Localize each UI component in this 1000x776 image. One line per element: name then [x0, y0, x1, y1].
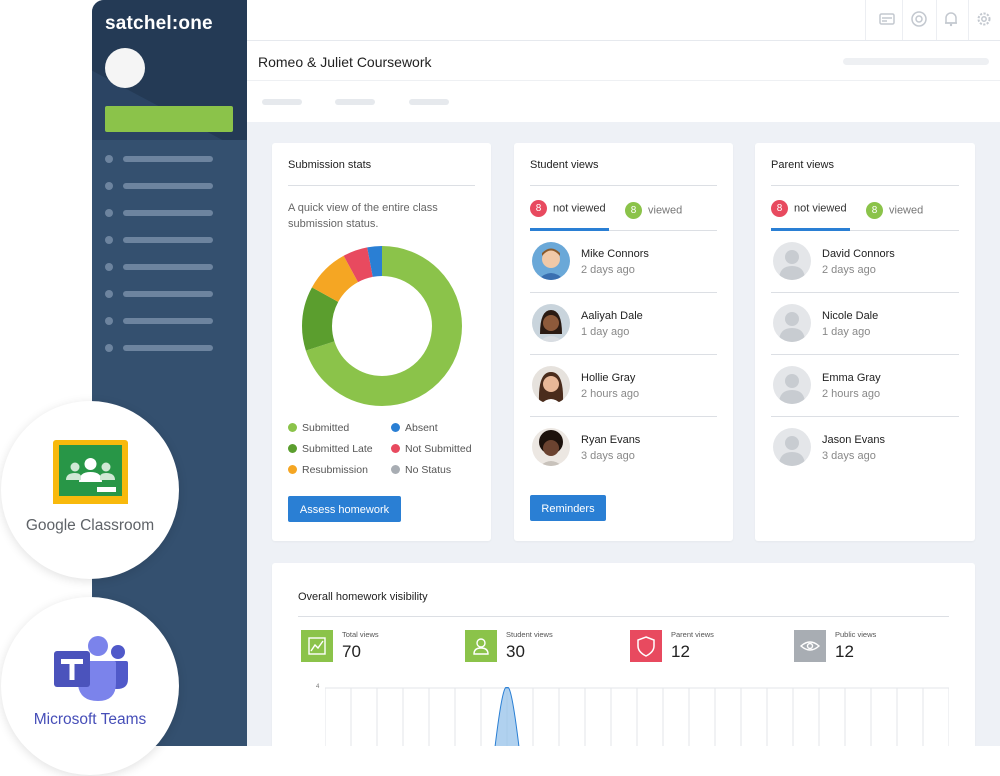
tab-not-viewed[interactable]: 8 not viewed	[771, 200, 847, 217]
sidebar-item[interactable]	[105, 182, 215, 190]
visibility-card: Overall homework visibility Total views …	[272, 563, 975, 746]
card-icon[interactable]	[877, 10, 897, 30]
google-classroom-badge: Google Classroom	[1, 401, 179, 579]
card-title: Overall homework visibility	[298, 591, 428, 603]
user-icon	[465, 630, 497, 662]
parent-name: Nicole Dale	[822, 310, 879, 322]
tab-placeholder[interactable]	[409, 99, 449, 105]
student-avatar	[532, 428, 570, 466]
student-avatar	[532, 366, 570, 404]
card-title: Submission stats	[288, 159, 372, 171]
student-name: Mike Connors	[581, 248, 649, 260]
card-title: Student views	[530, 159, 599, 171]
submission-donut-chart	[302, 246, 462, 406]
student-avatar	[532, 304, 570, 342]
app-window: satchel:one	[92, 0, 1000, 746]
header: Romeo & Juliet Coursework	[247, 0, 1000, 122]
help-icon[interactable]	[909, 10, 929, 30]
parent-time: 1 day ago	[822, 326, 871, 338]
shield-icon	[630, 630, 662, 662]
sidebar-item[interactable]	[105, 344, 215, 352]
y-tick-label: 4	[316, 684, 320, 690]
tab-viewed[interactable]: 8 viewed	[866, 202, 923, 219]
parent-time: 3 days ago	[822, 450, 876, 462]
user-name-placeholder[interactable]	[105, 106, 233, 132]
student-avatar	[532, 242, 570, 280]
user-placeholder-icon	[773, 428, 811, 466]
sidebar-item[interactable]	[105, 155, 215, 163]
card-description: A quick view of the entire class submiss…	[288, 202, 438, 230]
page-title: Romeo & Juliet Coursework	[258, 54, 432, 70]
not-viewed-badge: 8	[771, 200, 788, 217]
student-views-card: Student views 8 not viewed 8 viewed Mike C…	[514, 143, 733, 541]
eye-icon	[794, 630, 826, 662]
donut-slice-submitted-late	[302, 246, 462, 406]
sidebar-item[interactable]	[105, 317, 215, 325]
sidebar-header: satchel:one	[92, 0, 247, 140]
parent-name: Jason Evans	[822, 434, 885, 446]
top-bar	[247, 0, 1000, 41]
bell-icon[interactable]	[941, 10, 961, 30]
legend-item-absent: Absent	[391, 422, 438, 434]
parent-time: 2 days ago	[822, 264, 876, 276]
student-name: Hollie Gray	[581, 372, 636, 384]
tab-not-viewed[interactable]: 8 not viewed	[530, 200, 606, 217]
donut-slice-absent	[302, 246, 462, 406]
user-placeholder-icon	[773, 242, 811, 280]
user-placeholder-icon	[773, 366, 811, 404]
sidebar-item[interactable]	[105, 236, 215, 244]
user-avatar[interactable]	[105, 48, 145, 88]
legend-item-no-status: No Status	[391, 464, 451, 476]
microsoft-teams-logo-icon	[54, 633, 128, 708]
app-logo: satchel:one	[105, 13, 213, 34]
student-time: 1 day ago	[581, 326, 630, 338]
settings-icon[interactable]	[974, 10, 994, 30]
viewed-badge: 8	[625, 202, 642, 219]
parent-views-card: Parent views 8 not viewed 8 viewed David C…	[755, 143, 975, 541]
microsoft-teams-label: Microsoft Teams	[33, 711, 147, 728]
user-placeholder-icon	[773, 304, 811, 342]
microsoft-teams-badge: Microsoft Teams	[1, 597, 179, 775]
sidebar-item[interactable]	[105, 290, 215, 298]
tab-placeholder[interactable]	[335, 99, 375, 105]
assess-homework-button[interactable]: Assess homework	[288, 496, 401, 522]
tab-viewed[interactable]: 8 viewed	[625, 202, 682, 219]
sidebar-item[interactable]	[105, 263, 215, 271]
student-time: 3 days ago	[581, 450, 635, 462]
parent-name: David Connors	[822, 248, 895, 260]
student-time: 2 days ago	[581, 264, 635, 276]
parent-name: Emma Gray	[822, 372, 881, 384]
not-viewed-badge: 8	[530, 200, 547, 217]
student-time: 2 hours ago	[581, 388, 640, 400]
chart-icon	[301, 630, 333, 662]
visibility-line-chart	[325, 687, 949, 746]
legend-item-not-submitted: Not Submitted	[391, 443, 472, 455]
student-name: Aaliyah Dale	[581, 310, 643, 322]
legend-item-submitted-late: Submitted Late	[288, 443, 373, 455]
sidebar-item[interactable]	[105, 209, 215, 217]
submission-stats-card: Submission stats A quick view of the ent…	[272, 143, 491, 541]
tab-placeholder[interactable]	[262, 99, 302, 105]
student-name: Ryan Evans	[581, 434, 641, 446]
reminders-button[interactable]: Reminders	[530, 495, 606, 521]
viewed-badge: 8	[866, 202, 883, 219]
google-classroom-logo-icon	[53, 440, 128, 509]
card-title: Parent views	[771, 159, 834, 171]
title-action-placeholder	[843, 58, 989, 65]
legend-item-submitted: Submitted	[288, 422, 349, 434]
legend-item-resubmission: Resubmission	[288, 464, 368, 476]
google-classroom-label: Google Classroom	[25, 517, 155, 534]
parent-time: 2 hours ago	[822, 388, 881, 400]
